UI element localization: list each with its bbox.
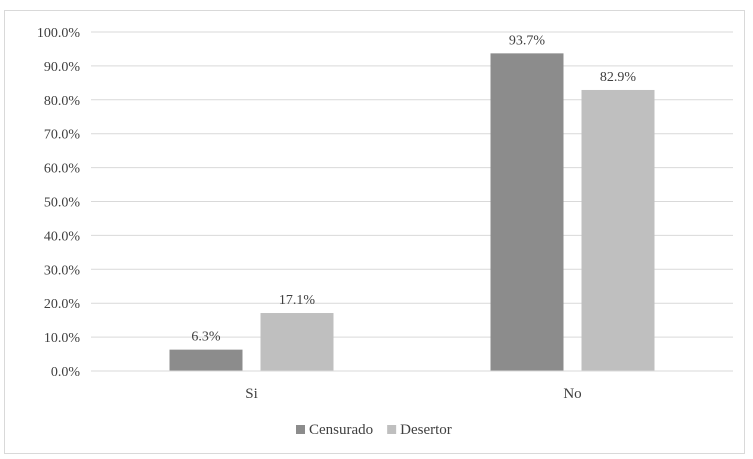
y-tick-label: 90.0% xyxy=(44,60,81,75)
legend-label: Desertor xyxy=(400,422,452,438)
bar-desertor-si xyxy=(260,313,334,371)
x-category-label: Si xyxy=(245,386,258,402)
y-tick-label: 100.0% xyxy=(37,26,81,41)
bar-desertor-no xyxy=(581,89,655,372)
bars xyxy=(169,53,655,372)
y-tick-label: 40.0% xyxy=(44,229,81,244)
x-axis-category-labels: Si No xyxy=(245,386,581,402)
legend-label: Censurado xyxy=(309,422,373,438)
y-axis-tick-labels: 0.0% 10.0% 20.0% 30.0% 40.0% 50.0% 60.0% 70.0% 8… xyxy=(37,26,81,380)
data-label: 82.9% xyxy=(600,70,637,85)
y-tick-label: 60.0% xyxy=(44,162,81,177)
y-tick-label: 80.0% xyxy=(44,94,81,109)
data-label: 93.7% xyxy=(509,33,546,48)
bar-censurado-no xyxy=(490,53,564,372)
data-label: 6.3% xyxy=(191,330,221,345)
x-category-label: No xyxy=(563,386,581,402)
y-tick-label: 20.0% xyxy=(44,297,81,312)
data-labels: 6.3% 17.1% 93.7% 82.9% xyxy=(191,33,636,344)
bar-censurado-si xyxy=(169,349,243,371)
legend: Censurado Desertor xyxy=(296,422,452,438)
y-tick-label: 10.0% xyxy=(44,331,81,346)
y-tick-label: 30.0% xyxy=(44,263,81,278)
y-tick-label: 0.0% xyxy=(51,365,81,380)
legend-swatch-desertor xyxy=(387,425,397,434)
y-tick-label: 70.0% xyxy=(44,128,81,143)
legend-swatch-censurado xyxy=(296,425,305,434)
y-tick-label: 50.0% xyxy=(44,196,81,211)
data-label: 17.1% xyxy=(279,293,316,308)
